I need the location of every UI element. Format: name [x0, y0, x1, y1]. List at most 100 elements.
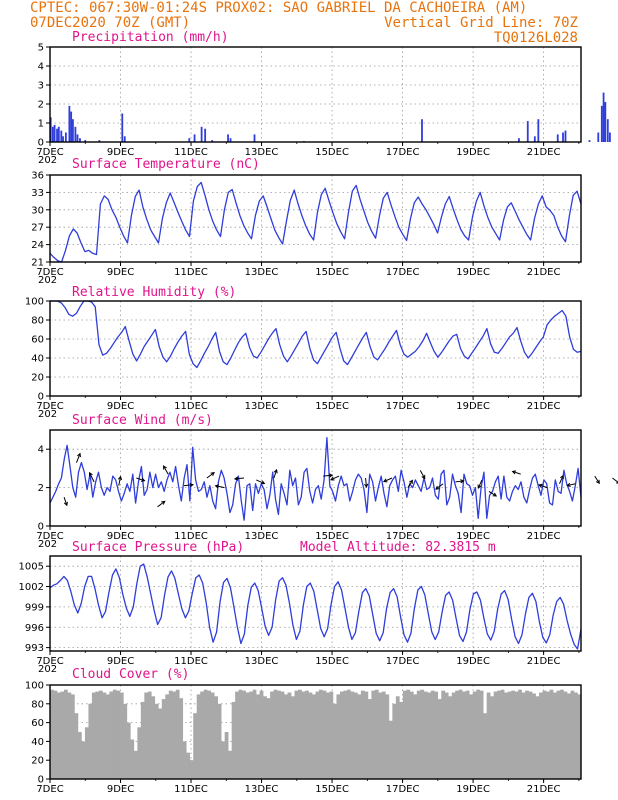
wind-arrow [183, 482, 195, 488]
cloud-cover-bar [263, 696, 267, 779]
wind-arrow [88, 471, 95, 483]
pressure-ytick-label: 1002 [19, 582, 44, 593]
cloud-cover-ytick-label: 40 [31, 737, 44, 748]
cloud-cover-bar [298, 689, 302, 779]
cloud-cover-bar [158, 708, 163, 779]
wind-year-label: 202 [38, 539, 57, 550]
wind-xtick-label: 7DEC [36, 531, 63, 542]
cloud-cover-bar [217, 703, 222, 779]
panel-wind: Surface Wind (m/s) 0 2 4 7DEC 9DEC 11DEC 13DEC 1… [36, 413, 618, 550]
precipitation-bar [74, 126, 77, 142]
header-station-line: CPTEC: 067:30W-01:24S PROX02: SAO GABRIE… [30, 0, 527, 16]
cloud-cover-bar [154, 703, 159, 779]
cloud-cover-bar [130, 739, 135, 779]
cloud-cover-bar [109, 691, 114, 779]
precipitation-bar [60, 130, 63, 142]
wind-arrow [364, 477, 369, 489]
precipitation-bar [526, 121, 529, 142]
pressure-year-label: 202 [38, 664, 57, 675]
cloud-cover-bar [364, 691, 369, 779]
cloud-cover-bar [270, 691, 274, 779]
cloud-cover-bar [507, 691, 512, 779]
temperature-title: Surface Temperature (nC) [72, 157, 260, 172]
cloud-cover-bar [483, 713, 487, 779]
pressure-xtick-label: 21DEC [527, 656, 561, 667]
wind-xtick-label: 9DEC [107, 531, 134, 542]
wind-arrow [206, 471, 215, 479]
cloud-cover-bar [151, 696, 156, 779]
cloud-cover-bar [137, 727, 142, 779]
cloud-cover-bar [336, 694, 341, 779]
cloud-cover-frame [49, 684, 582, 780]
precipitation-bar [597, 132, 600, 142]
precipitation-bar [51, 126, 54, 142]
temperature-xtick-label: 13DEC [245, 267, 279, 278]
cloud-cover-bar [186, 752, 191, 779]
precipitation-xtick-label: 13DEC [245, 147, 279, 158]
cloud-cover-bar [409, 691, 414, 779]
cloud-cover-bar [140, 701, 145, 779]
temperature-xtick-label: 19DEC [456, 267, 490, 278]
cloud-cover-xtick-label: 17DEC [386, 784, 420, 795]
precipitation-xtick-label: 21DEC [527, 147, 561, 158]
precipitation-bar [600, 105, 603, 142]
precipitation-bar [564, 130, 567, 142]
wind-xtick-label: 13DEC [245, 531, 279, 542]
precipitation-xtick-label: 17DEC [386, 147, 420, 158]
cloud-cover-bar [56, 692, 61, 779]
cloud-cover-xtick-label: 11DEC [174, 784, 208, 795]
cloud-cover-bar [182, 741, 187, 779]
pressure-ytick-label: 1005 [19, 562, 44, 573]
precipitation-bar [53, 124, 56, 142]
cloud-cover-bar [339, 691, 344, 779]
pressure-frame [49, 555, 582, 652]
cloud-cover-bar [252, 689, 257, 779]
panel-pressure: Surface Pressure (hPa) Model Altitude: 82… [19, 540, 582, 675]
cloud-cover-bar [353, 692, 358, 779]
wind-arrow [435, 483, 444, 490]
cloud-cover-bar [325, 692, 330, 779]
cloud-cover-ytick-label: 60 [31, 718, 44, 729]
header-model-code: TQ0126L028 [494, 30, 578, 46]
cloud-cover-bar [203, 689, 208, 779]
cloud-cover-bar [102, 692, 107, 779]
cloud-cover-bar [224, 732, 229, 779]
cloud-cover-bar [312, 694, 316, 779]
temperature-ytick-label: 27 [31, 223, 44, 234]
cloud-cover-bar [378, 692, 383, 779]
humidity-frame [49, 300, 582, 397]
pressure-xtick-label: 7DEC [36, 656, 63, 667]
cloud-cover-bar [441, 690, 446, 779]
wind-arrow [594, 475, 600, 485]
precipitation-bar [98, 140, 101, 142]
precipitation-bar [84, 140, 87, 142]
cloud-cover-bar [395, 696, 400, 779]
cloud-cover-bar [277, 690, 281, 779]
cloud-cover-xtick-label: 19DEC [456, 784, 490, 795]
cloud-cover-bar [168, 690, 173, 779]
pressure-xtick-label: 11DEC [174, 656, 208, 667]
cloud-cover-bar [60, 691, 65, 779]
precipitation-bar [533, 136, 536, 142]
cloud-cover-bar [357, 694, 362, 779]
cloud-cover-bar [574, 692, 578, 779]
cloud-cover-bar [147, 691, 152, 779]
panel-temperature: Surface Temperature (nC) 21 24 27 30 33 36 7DEC… [31, 157, 582, 286]
cloud-cover-bar [413, 694, 418, 779]
wind-arrow [538, 483, 548, 489]
precipitation-bar [537, 119, 540, 142]
cloud-cover-bar [374, 689, 379, 779]
precipitation-bar [49, 117, 52, 142]
cloud-cover-ytick-label: 100 [25, 681, 44, 692]
cloud-cover-bar [539, 692, 543, 779]
cloud-cover-bar [549, 689, 554, 779]
cloud-cover-bar [423, 691, 428, 779]
wind-arrow [117, 475, 123, 486]
precipitation-bar [604, 102, 607, 142]
humidity-ytick-label: 80 [31, 316, 44, 327]
humidity-title: Relative Humidity (%) [72, 285, 236, 300]
precipitation-xtick-label: 15DEC [315, 147, 349, 158]
cloud-cover-bar [322, 690, 327, 779]
temperature-ytick-label: 21 [31, 258, 44, 269]
cloud-cover-xtick-label: 21DEC [527, 784, 561, 795]
